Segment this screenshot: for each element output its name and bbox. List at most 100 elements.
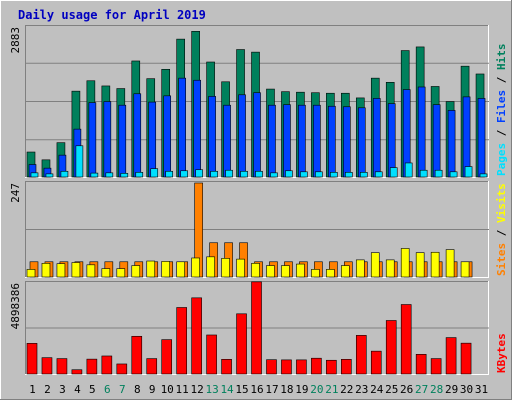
x-label-day-14: 14 — [220, 383, 234, 396]
bar-pages-day-22 — [345, 172, 353, 178]
bar-kbytes-day-22 — [341, 359, 352, 375]
bar-kbytes-day-16 — [251, 281, 262, 375]
bar-pages-day-13 — [210, 170, 218, 178]
bar-kbytes-day-28 — [430, 358, 442, 375]
x-label-day-20: 20 — [310, 383, 323, 396]
bar-files-day-11 — [178, 77, 186, 178]
x-label-day-13: 13 — [205, 383, 218, 396]
bar-files-day-21 — [328, 105, 336, 178]
bar-kbytes-day-25 — [385, 320, 397, 375]
y-max-label: 2883 — [9, 27, 22, 54]
bar-kbytes-day-2 — [41, 357, 53, 375]
bar-files-day-8 — [133, 93, 142, 178]
bar-files-day-16 — [253, 92, 261, 178]
bar-kbytes-day-11 — [176, 307, 187, 375]
bar-files-day-6 — [103, 101, 112, 178]
bar-pages-day-21 — [330, 172, 338, 178]
bar-pages-day-7 — [120, 173, 129, 178]
bar-files-day-28 — [432, 104, 441, 178]
legend-kbytes: KBytes — [495, 333, 508, 373]
x-label-day-6: 6 — [104, 383, 111, 396]
bar-visits-day-29 — [445, 249, 455, 278]
bar-files-day-25 — [387, 103, 396, 178]
panel-hits-files-pages: 2883 Pages / Files / Hits — [9, 25, 508, 178]
x-label-day-11: 11 — [176, 383, 189, 396]
bar-kbytes-day-5 — [86, 358, 98, 375]
panel-kbytes: 4898386 KBytes — [9, 281, 508, 375]
bar-files-day-31 — [477, 98, 486, 178]
bar-visits-day-4 — [71, 262, 81, 278]
bar-visits-day-30 — [460, 261, 470, 278]
legend-hits: Hits — [495, 44, 508, 71]
x-label-day-24: 24 — [370, 383, 384, 396]
bar-pages-day-4 — [75, 145, 84, 178]
bar-files-day-19 — [298, 104, 306, 178]
bar-pages-day-26 — [404, 162, 413, 178]
bar-kbytes-day-6 — [101, 355, 113, 375]
x-label-day-9: 9 — [149, 383, 156, 396]
panel-visits-sites: 247 Sites / Visits — [9, 181, 508, 278]
bar-pages-day-17 — [270, 172, 278, 178]
bar-files-day-12 — [193, 79, 201, 178]
bar-pages-day-15 — [240, 170, 248, 178]
bar-files-day-7 — [118, 104, 127, 178]
legend-sites: Sites — [495, 243, 508, 276]
bar-visits-day-21 — [326, 269, 335, 278]
bar-files-day-29 — [447, 110, 456, 178]
bar-visits-day-22 — [341, 265, 350, 278]
bar-kbytes-day-26 — [400, 304, 412, 375]
bar-pages-day-18 — [285, 170, 293, 178]
x-label-day-18: 18 — [280, 383, 293, 396]
bar-kbytes-day-19 — [296, 359, 307, 375]
bar-pages-day-9 — [150, 168, 159, 178]
bar-pages-day-24 — [374, 171, 383, 178]
bar-files-day-14 — [223, 104, 231, 178]
chart-title: Daily usage for April 2019 — [18, 8, 206, 22]
x-label-day-26: 26 — [400, 383, 413, 396]
bar-kbytes-day-24 — [370, 350, 382, 375]
legend-labels: KBytes — [495, 333, 508, 373]
bar-kbytes-day-8 — [131, 335, 143, 375]
bar-kbytes-day-13 — [206, 334, 217, 375]
x-label-day-12: 12 — [191, 383, 204, 396]
bar-pages-day-20 — [315, 171, 323, 178]
x-label-day-31: 31 — [475, 383, 488, 396]
bar-pages-day-29 — [449, 171, 458, 178]
bar-files-day-27 — [417, 86, 426, 178]
bar-visits-day-28 — [430, 251, 440, 278]
bar-files-day-15 — [238, 94, 246, 178]
chart-panels: 2883 Pages / Files / Hits 247 Sites / Visit… — [9, 25, 508, 375]
bar-visits-day-8 — [131, 265, 141, 278]
x-label-day-17: 17 — [265, 383, 278, 396]
bar-visits-day-25 — [385, 259, 395, 278]
bar-kbytes-day-14 — [221, 359, 232, 375]
bar-files-day-5 — [88, 102, 97, 178]
bar-kbytes-day-12 — [191, 297, 202, 375]
bar-visits-day-12 — [191, 257, 200, 278]
bar-visits-day-23 — [355, 259, 365, 278]
bar-visits-day-5 — [86, 264, 96, 278]
x-label-day-29: 29 — [445, 383, 458, 396]
bar-pages-day-1 — [30, 172, 39, 178]
bar-files-day-23 — [357, 107, 366, 178]
bar-pages-day-30 — [464, 166, 473, 178]
bar-visits-day-15 — [236, 258, 245, 278]
legend-separator: / — [495, 223, 508, 243]
bar-kbytes-day-15 — [236, 313, 247, 375]
legend-separator: / — [495, 123, 508, 143]
bar-visits-day-11 — [176, 261, 185, 278]
legend-labels: Pages / Files / Hits — [495, 44, 508, 177]
bar-pages-day-6 — [105, 172, 114, 178]
x-label-day-15: 15 — [235, 383, 248, 396]
x-label-day-19: 19 — [295, 383, 308, 396]
x-label-day-21: 21 — [325, 383, 338, 396]
bar-files-day-22 — [343, 106, 351, 178]
y-max-label: 4898386 — [9, 283, 22, 329]
bar-visits-day-7 — [116, 268, 126, 278]
bar-pages-day-14 — [225, 169, 233, 178]
legend-pages: Pages — [495, 143, 508, 176]
x-label-day-2: 2 — [44, 383, 51, 396]
legend-files: Files — [495, 90, 508, 123]
bar-visits-day-27 — [415, 252, 425, 278]
bar-kbytes-day-7 — [116, 363, 128, 375]
